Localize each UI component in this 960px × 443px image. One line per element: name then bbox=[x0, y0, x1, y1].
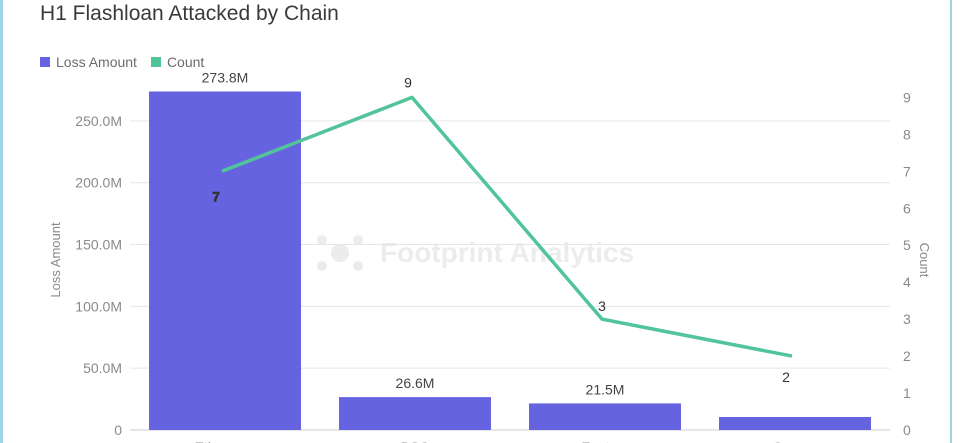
y-right-tick-label: 2 bbox=[903, 348, 911, 364]
x-tick-label: BSC bbox=[401, 439, 430, 443]
legend-item-count[interactable]: Count bbox=[150, 54, 205, 70]
bar-value-label: 273.8M bbox=[202, 69, 249, 85]
count-point-label: 7 bbox=[212, 188, 220, 204]
y-left-tick-label: 150.0M bbox=[75, 237, 122, 253]
y-right-tick-label: 7 bbox=[903, 163, 911, 179]
y-left-tick-label: 200.0M bbox=[75, 175, 122, 191]
y-left-axis-title: Loss Amount bbox=[48, 222, 63, 298]
frame-left-border bbox=[0, 0, 3, 443]
y-right-tick-label: 6 bbox=[903, 200, 911, 216]
x-tick-label: Fantom bbox=[581, 439, 628, 443]
count-point-label: 2 bbox=[782, 369, 790, 385]
y-left-tick-label: 50.0M bbox=[83, 360, 122, 376]
legend: Loss Amount Count bbox=[40, 54, 204, 70]
x-tick-label: Cronos bbox=[772, 439, 817, 443]
y-right-tick-label: 3 bbox=[903, 311, 911, 327]
y-right-tick-label: 1 bbox=[903, 385, 911, 401]
legend-label-count: Count bbox=[166, 54, 205, 70]
y-left-tick-label: 100.0M bbox=[75, 298, 122, 314]
bar-bsc bbox=[339, 397, 491, 430]
y-right-tick-label: 0 bbox=[903, 422, 911, 438]
bar-ethereum bbox=[149, 91, 301, 430]
count-point-label: 9 bbox=[404, 74, 412, 90]
bar-cronos bbox=[719, 417, 871, 430]
y-right-tick-label: 4 bbox=[903, 274, 911, 290]
bar-value-label: 21.5M bbox=[586, 381, 625, 397]
legend-swatch-count bbox=[150, 57, 161, 67]
y-right-tick-label: 9 bbox=[903, 89, 911, 105]
y-right-tick-label: 8 bbox=[903, 126, 911, 142]
bar-fantom bbox=[529, 403, 681, 430]
chart-title: H1 Flashloan Attacked by Chain bbox=[40, 2, 339, 25]
y-right-axis-title: Count bbox=[917, 243, 932, 278]
legend-item-loss-amount[interactable]: Loss Amount bbox=[40, 54, 137, 70]
x-tick-label: Ethereum bbox=[195, 439, 256, 443]
count-line bbox=[221, 95, 793, 358]
y-left-tick-label: 0 bbox=[114, 422, 122, 438]
y-right-tick-label: 5 bbox=[903, 237, 911, 253]
bar-value-label: 26.6M bbox=[396, 375, 435, 391]
legend-label-loss-amount: Loss Amount bbox=[56, 54, 137, 70]
count-point-label: 3 bbox=[598, 298, 606, 314]
legend-swatch-loss-amount bbox=[40, 57, 50, 67]
y-left-tick-label: 250.0M bbox=[75, 113, 122, 129]
